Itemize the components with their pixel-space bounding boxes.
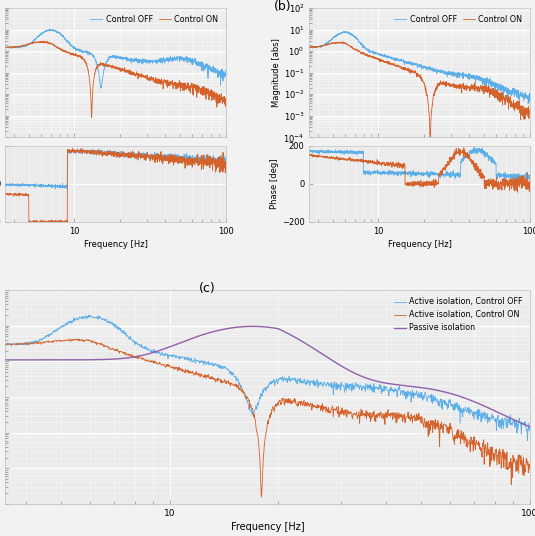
Line: Control ON: Control ON <box>309 42 530 138</box>
Control ON <box>380 58 387 65</box>
Control ON <box>427 135 433 142</box>
Active isolation, Control ON <box>72 336 78 343</box>
Passive isolation <box>72 356 78 363</box>
Passive isolation <box>179 339 185 345</box>
Legend: Active isolation, Control OFF, Active isolation, Control ON, Passive isolation: Active isolation, Control OFF, Active is… <box>391 294 525 336</box>
Control ON <box>77 54 83 60</box>
Passive isolation <box>278 327 285 333</box>
Control ON <box>32 40 38 46</box>
Active isolation, Control ON <box>2 341 9 347</box>
Control ON <box>88 114 95 121</box>
Control OFF <box>526 91 533 97</box>
Passive isolation <box>249 323 256 330</box>
Control OFF <box>98 84 104 91</box>
Control OFF <box>32 36 38 43</box>
Active isolation, Control ON <box>179 368 186 375</box>
Active isolation, Control ON <box>526 461 533 468</box>
Control OFF <box>223 71 229 78</box>
Active isolation, Control OFF <box>526 425 533 431</box>
Passive isolation <box>289 332 295 339</box>
Active isolation, Control OFF <box>86 312 92 318</box>
Active isolation, Control ON <box>91 340 97 346</box>
Passive isolation <box>2 356 9 363</box>
Control OFF <box>77 48 83 55</box>
Control ON <box>427 131 433 138</box>
Line: Control ON: Control ON <box>5 41 226 117</box>
Control ON <box>422 87 429 93</box>
Control OFF <box>402 58 408 64</box>
Passive isolation <box>90 356 97 363</box>
Control OFF <box>341 28 347 35</box>
Control ON <box>402 66 408 72</box>
Y-axis label: Phase [deg]: Phase [deg] <box>270 159 279 209</box>
Active isolation, Control ON <box>289 400 296 406</box>
Passive isolation <box>230 324 236 331</box>
Control OFF <box>343 29 350 35</box>
Active isolation, Control ON <box>258 494 265 500</box>
Control OFF <box>123 56 129 63</box>
Control OFF <box>335 31 342 37</box>
Control OFF <box>427 66 433 72</box>
Control ON <box>37 38 44 44</box>
Legend: Control OFF, Control ON: Control OFF, Control ON <box>87 12 221 27</box>
Active isolation, Control OFF <box>91 315 97 321</box>
Active isolation, Control ON <box>230 382 236 388</box>
Active isolation, Control OFF <box>524 437 531 444</box>
Line: Passive isolation: Passive isolation <box>5 326 530 427</box>
Active isolation, Control OFF <box>230 369 236 376</box>
Active isolation, Control ON <box>74 336 81 342</box>
Active isolation, Control ON <box>279 400 285 406</box>
Control ON <box>40 38 46 44</box>
Control ON <box>223 99 229 106</box>
Line: Active isolation, Control ON: Active isolation, Control ON <box>5 339 530 497</box>
Control ON <box>118 68 125 75</box>
Control OFF <box>98 85 104 92</box>
Control OFF <box>525 101 531 107</box>
Text: (b): (b) <box>274 1 292 13</box>
X-axis label: Frequency [Hz]: Frequency [Hz] <box>387 240 452 249</box>
Control ON <box>343 41 350 47</box>
Y-axis label: Magnitude [abs]: Magnitude [abs] <box>272 38 281 107</box>
Control OFF <box>118 54 125 60</box>
Active isolation, Control OFF <box>72 317 78 324</box>
X-axis label: Frequency [Hz]: Frequency [Hz] <box>83 240 148 249</box>
Line: Active isolation, Control OFF: Active isolation, Control OFF <box>5 315 530 441</box>
Control OFF <box>380 53 387 59</box>
Control ON <box>339 39 346 45</box>
Control ON <box>526 106 533 113</box>
Control OFF <box>47 26 54 33</box>
Control ON <box>2 44 9 51</box>
Active isolation, Control OFF <box>289 377 295 383</box>
Control OFF <box>39 31 45 37</box>
Line: Control OFF: Control OFF <box>5 29 226 88</box>
Legend: Control OFF, Control ON: Control OFF, Control ON <box>391 12 525 27</box>
Control OFF <box>306 43 312 50</box>
Active isolation, Control OFF <box>2 341 9 348</box>
Active isolation, Control OFF <box>179 353 186 360</box>
Text: (c): (c) <box>200 281 216 295</box>
Control ON <box>123 69 129 75</box>
Control OFF <box>2 43 9 50</box>
X-axis label: Frequency [Hz]: Frequency [Hz] <box>231 522 304 532</box>
Control OFF <box>422 63 429 70</box>
Control ON <box>98 61 104 68</box>
Passive isolation <box>526 423 533 430</box>
Line: Control OFF: Control OFF <box>309 32 530 104</box>
Active isolation, Control OFF <box>278 375 285 381</box>
Control ON <box>306 44 312 51</box>
Control ON <box>335 40 342 47</box>
